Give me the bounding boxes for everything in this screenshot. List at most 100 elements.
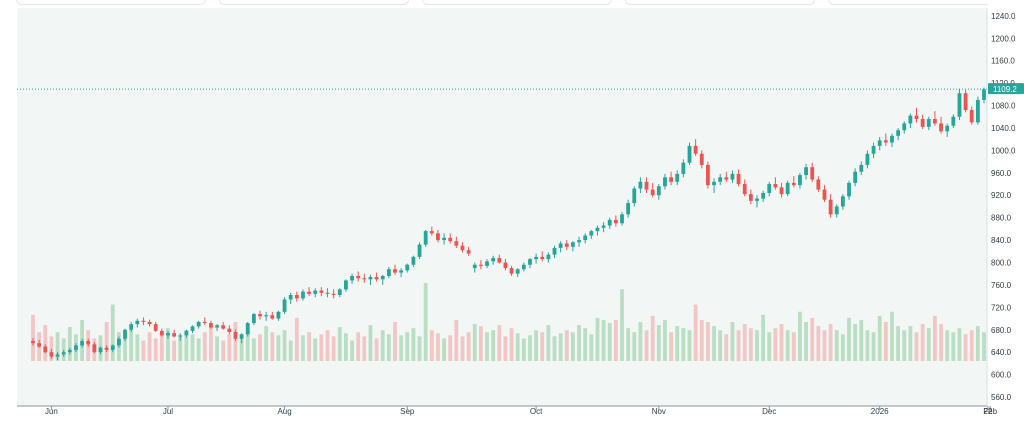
candle-body bbox=[957, 93, 962, 117]
volume-bar bbox=[344, 333, 348, 361]
volume-bar bbox=[540, 332, 545, 361]
candle-body bbox=[675, 173, 680, 182]
volume-bar bbox=[712, 326, 716, 361]
volume-bar bbox=[859, 319, 864, 361]
candle-body bbox=[405, 264, 410, 271]
x-tick-label: Aug bbox=[277, 407, 291, 416]
volume-bar bbox=[503, 336, 508, 361]
candle-body bbox=[141, 320, 146, 322]
y-tick-label: 840.0 bbox=[991, 236, 1012, 245]
volume-bar bbox=[436, 333, 440, 361]
candle-body bbox=[49, 352, 54, 357]
candle-body bbox=[975, 99, 980, 123]
volume-bar bbox=[834, 330, 839, 361]
candle-body bbox=[669, 177, 673, 182]
volume-bar bbox=[546, 325, 551, 361]
volume-bar bbox=[632, 332, 637, 361]
volume-bar bbox=[374, 338, 379, 361]
volume-bar bbox=[110, 304, 115, 361]
candle-body bbox=[245, 323, 250, 335]
volume-bar bbox=[613, 319, 618, 361]
y-tick-label: 800.0 bbox=[991, 258, 1012, 267]
volume-bar bbox=[939, 324, 943, 361]
candle-body bbox=[448, 237, 453, 242]
candle-body bbox=[478, 264, 483, 266]
candle-body bbox=[31, 340, 35, 344]
volume-bar bbox=[650, 315, 655, 361]
volume-bar bbox=[509, 328, 514, 361]
volume-bar bbox=[828, 324, 833, 361]
candle-body bbox=[595, 227, 600, 232]
volume-bar bbox=[908, 326, 913, 361]
volume-bar bbox=[748, 328, 753, 361]
candle-body bbox=[98, 347, 103, 353]
candle-body bbox=[896, 130, 901, 136]
candle-body bbox=[313, 290, 318, 294]
candle-body bbox=[847, 182, 851, 197]
volume-bar bbox=[969, 330, 974, 361]
candle-body bbox=[914, 115, 919, 119]
candle-body bbox=[429, 231, 434, 234]
volume-bar bbox=[791, 332, 796, 361]
volume-bar bbox=[135, 334, 140, 361]
candle-body bbox=[282, 299, 287, 312]
candle-body bbox=[61, 352, 66, 355]
candle-body bbox=[890, 135, 894, 143]
volume-bar bbox=[626, 328, 631, 361]
volume-bar bbox=[294, 317, 299, 361]
candle-body bbox=[43, 346, 48, 353]
candle-body bbox=[577, 240, 581, 243]
candle-body bbox=[620, 214, 624, 224]
volume-bar bbox=[196, 338, 201, 361]
candle-body bbox=[589, 231, 594, 236]
volume-bar bbox=[926, 328, 931, 361]
volume-bar bbox=[933, 315, 937, 361]
candle-body bbox=[748, 194, 753, 201]
candle-body bbox=[172, 333, 177, 337]
volume-bar bbox=[399, 335, 404, 361]
volume-bar bbox=[871, 332, 876, 361]
candle-body bbox=[374, 277, 379, 280]
volume-bar bbox=[386, 334, 391, 361]
candle-body bbox=[681, 162, 686, 174]
volume-bar bbox=[337, 327, 342, 361]
volume-bar bbox=[663, 319, 667, 361]
y-tick-label: 640.0 bbox=[991, 348, 1012, 357]
candle-body bbox=[877, 140, 882, 146]
candle-body bbox=[632, 188, 637, 204]
candle-body bbox=[785, 182, 790, 195]
candle-body bbox=[67, 349, 72, 353]
candle-body bbox=[472, 264, 477, 269]
volume-bar bbox=[945, 330, 950, 361]
candle-body bbox=[37, 343, 42, 347]
volume-bar bbox=[202, 332, 207, 361]
volume-bar bbox=[67, 327, 72, 361]
volume-bar bbox=[356, 332, 361, 361]
candle-body bbox=[656, 186, 661, 196]
volume-bar bbox=[521, 338, 526, 361]
candle-body bbox=[804, 167, 808, 176]
volume-bar bbox=[589, 334, 594, 361]
candle-body bbox=[331, 293, 336, 296]
right-axis-bg[interactable] bbox=[988, 0, 1024, 424]
candle-body bbox=[442, 237, 446, 241]
candle-body bbox=[515, 269, 520, 274]
candle-body bbox=[307, 291, 311, 294]
volume-bar bbox=[227, 334, 232, 361]
candles bbox=[31, 87, 986, 361]
candle-body bbox=[202, 321, 207, 324]
y-tick-label: 600.0 bbox=[991, 371, 1012, 380]
candle-body bbox=[227, 328, 232, 333]
candle-body bbox=[951, 116, 956, 126]
volume-bar bbox=[215, 336, 219, 361]
candle-body bbox=[693, 145, 698, 154]
candle-body bbox=[503, 262, 508, 269]
volume-bar bbox=[104, 322, 109, 361]
volume-bar bbox=[515, 333, 520, 361]
volume-bar bbox=[393, 322, 397, 361]
candle-body bbox=[939, 123, 943, 132]
volume-bar bbox=[779, 324, 784, 361]
candle-body bbox=[583, 235, 588, 241]
volume-bar bbox=[816, 326, 821, 361]
